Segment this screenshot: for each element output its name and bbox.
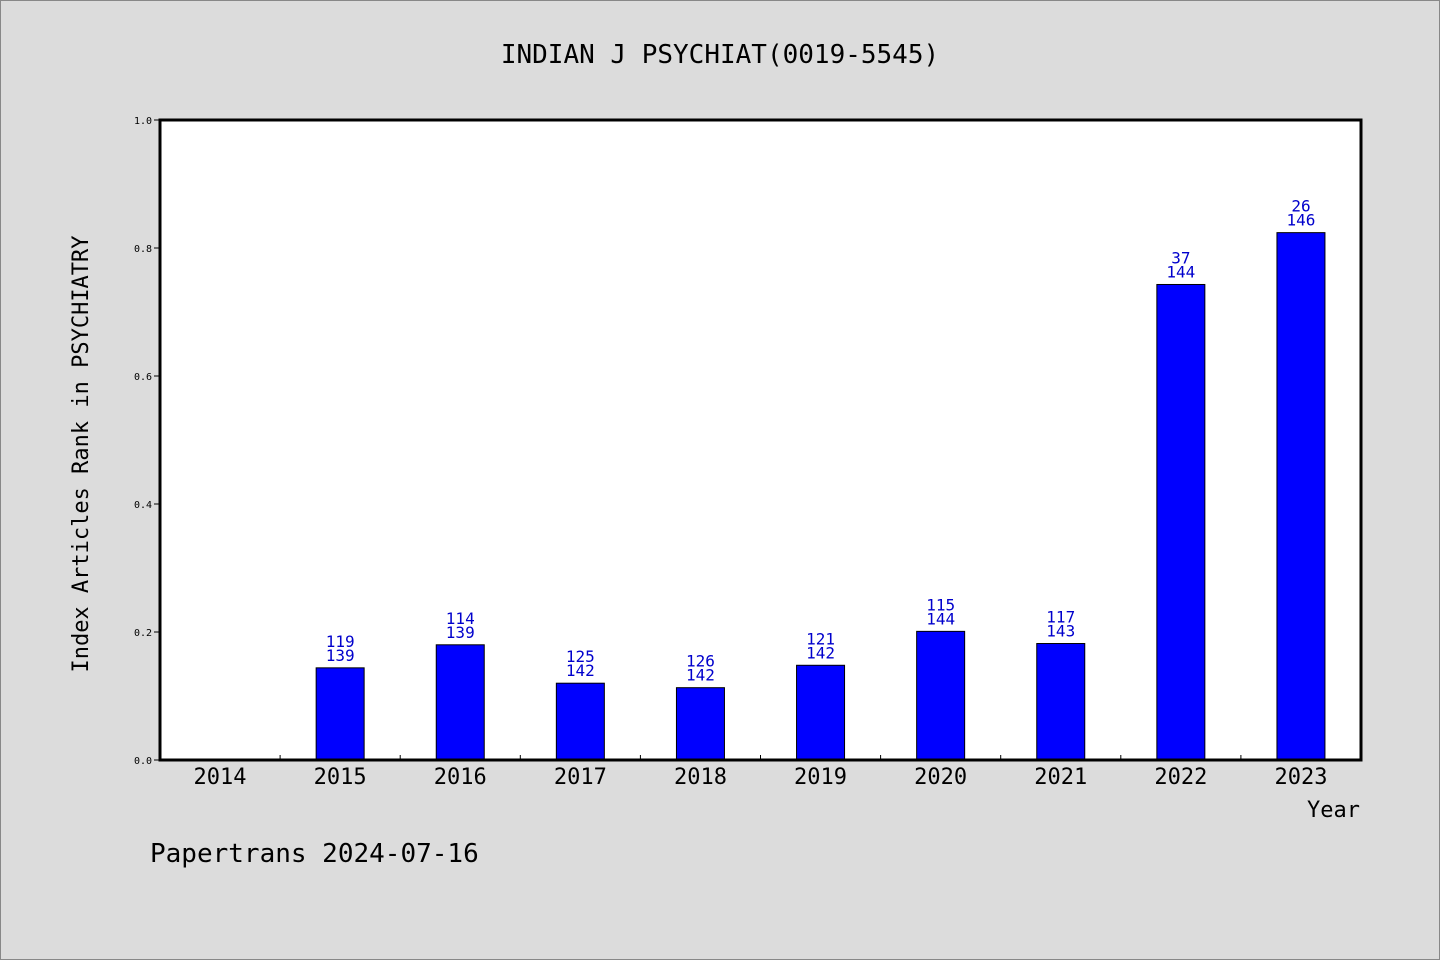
total-label-2015: 139 [326,646,355,665]
rank-label-2022: 37 [1171,248,1190,267]
bar-2021 [1036,643,1086,761]
rank-label-2021: 117 [1046,608,1075,627]
x-tick-label: 2023 [1274,765,1327,790]
total-label-2018: 142 [686,666,715,685]
bar-2018 [675,687,725,761]
total-label-2021: 143 [1046,622,1075,641]
x-tick-label: 2018 [674,765,727,790]
rank-label-2017: 125 [566,647,595,666]
footer-text: Papertrans 2024-07-16 [150,839,479,869]
x-tick-label: 2020 [914,765,967,790]
bar-2023 [1276,232,1326,761]
total-label-2020: 144 [926,609,955,628]
y-tick-label: 0.2 [134,628,152,639]
bar-2020 [916,630,966,761]
bar-2016 [435,644,485,761]
total-label-2016: 139 [446,623,475,642]
x-tick-label: 2021 [1034,765,1087,790]
x-tick-label: 2019 [794,765,847,790]
y-axis-label: Index Articles Rank in PSYCHIATRY [69,235,94,672]
x-tick-label: 2014 [194,765,247,790]
rank-label-2018: 126 [686,652,715,671]
chart-title: INDIAN J PSYCHIAT(0019-5545) [501,40,939,70]
x-axis-label: Year [1307,798,1360,823]
plot-border [158,118,1363,762]
total-label-2017: 142 [566,661,595,680]
y-tick-label: 0.4 [134,500,152,511]
rank-label-2020: 115 [926,595,955,614]
x-tick-label: 2022 [1154,765,1207,790]
rank-label-2016: 114 [446,609,475,628]
total-label-2022: 144 [1166,262,1195,281]
y-tick-label: 0.0 [134,756,152,767]
rank-label-2015: 119 [326,632,355,651]
x-tick-label: 2017 [554,765,607,790]
bar-2015 [315,667,365,761]
y-tick-label: 0.8 [134,244,152,255]
y-tick-label: 1.0 [134,116,152,127]
total-label-2019: 142 [806,643,835,662]
x-tick-label: 2015 [314,765,367,790]
rank-label-2023: 26 [1291,197,1310,216]
bar-2017 [555,682,605,761]
y-tick-label: 0.6 [134,372,152,383]
x-tick-label: 2016 [434,765,487,790]
total-label-2023: 146 [1286,211,1315,230]
bar-2019 [796,664,846,761]
bar-2022 [1156,283,1206,761]
rank-label-2019: 121 [806,629,835,648]
